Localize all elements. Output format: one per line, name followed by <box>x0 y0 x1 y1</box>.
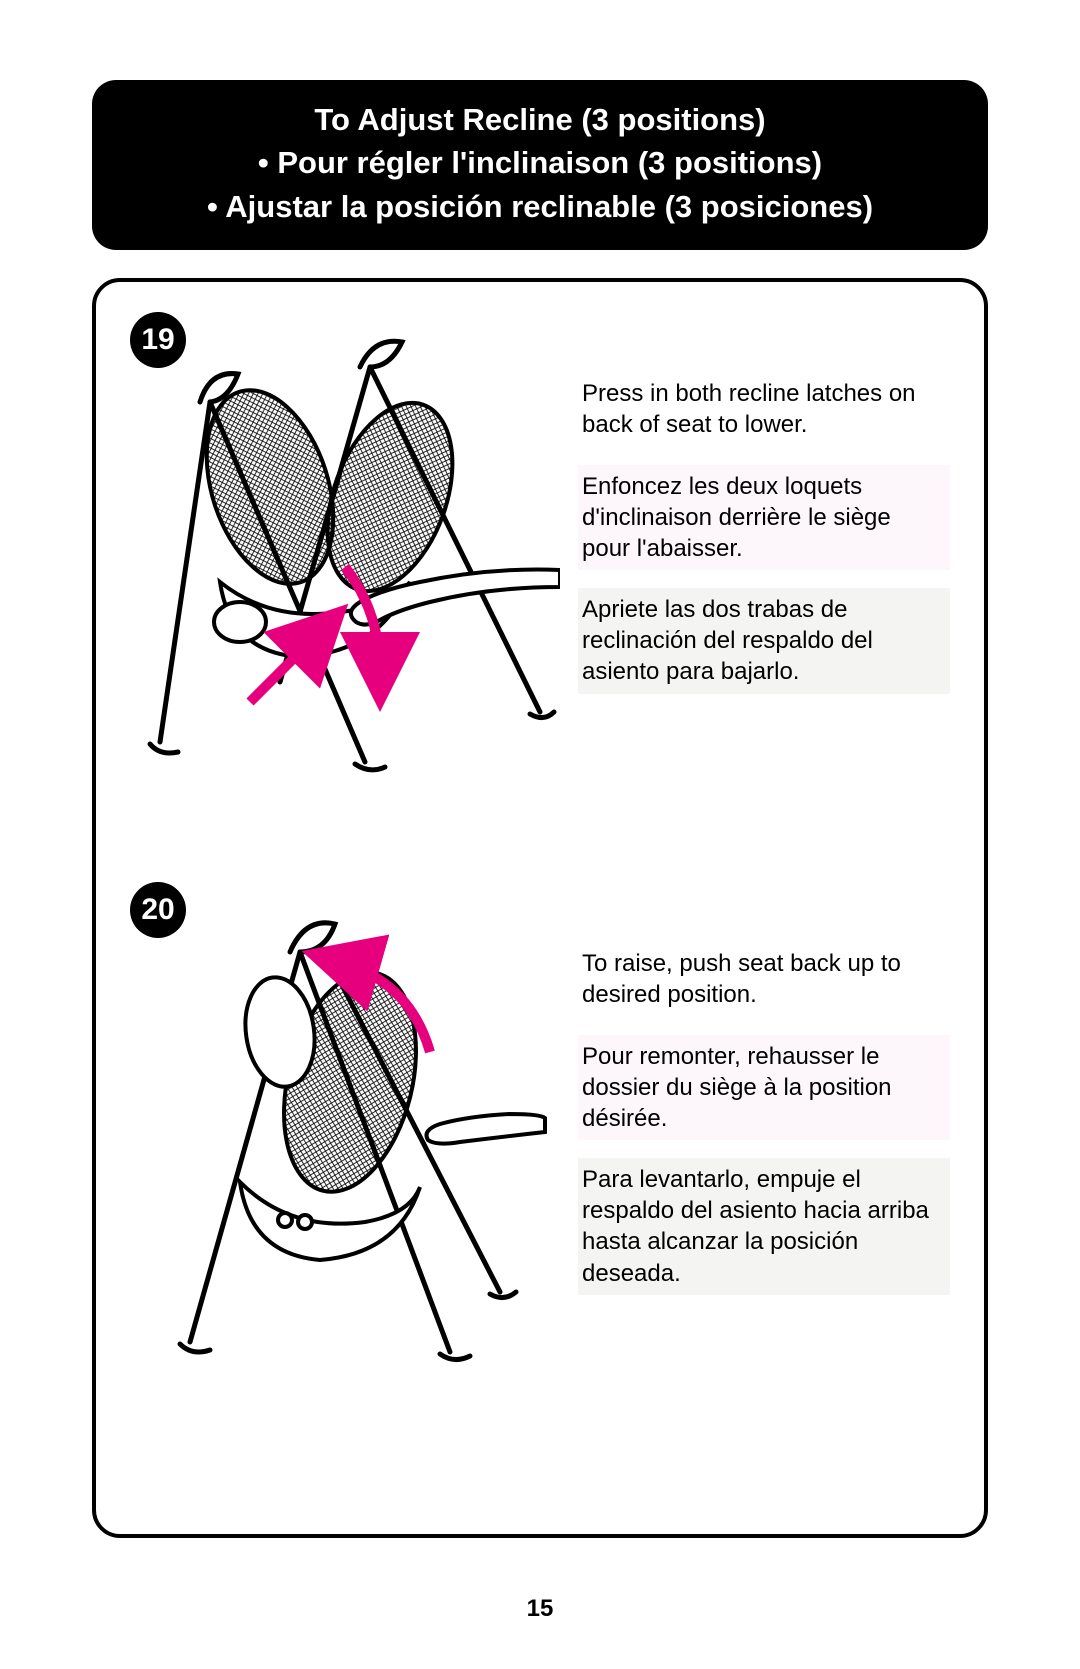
step-19-es: Apriete las dos trabas de reclinación de… <box>578 588 950 694</box>
illustration-20 <box>130 882 560 1382</box>
step-20-fr: Pour remonter, rehausser le dossier du s… <box>578 1035 950 1141</box>
title-fr: • Pour régler l'inclinaison (3 positions… <box>122 141 958 184</box>
instructions-panel: 19 <box>92 278 988 1538</box>
step-19-text: Press in both recline latches on back of… <box>578 312 950 782</box>
title-en: To Adjust Recline (3 positions) <box>122 98 958 141</box>
step-19-fr: Enfoncez les deux loquets d'inclinaison … <box>578 465 950 571</box>
step-19: 19 <box>130 312 950 782</box>
page-number: 15 <box>0 1595 1080 1623</box>
step-20-text: To raise, push seat back up to desired p… <box>578 882 950 1382</box>
illustration-19 <box>130 312 560 782</box>
step-number-badge: 20 <box>130 882 186 938</box>
step-20-es: Para levantarlo, empuje el respaldo del … <box>578 1158 950 1295</box>
step-20-en: To raise, push seat back up to desired p… <box>578 942 950 1016</box>
step-19-en: Press in both recline latches on back of… <box>578 372 950 446</box>
title-es: • Ajustar la posición reclinable (3 posi… <box>122 185 958 228</box>
step-20: 20 <box>130 882 950 1382</box>
step-number-badge: 19 <box>130 312 186 368</box>
section-title: To Adjust Recline (3 positions) • Pour r… <box>92 80 988 250</box>
